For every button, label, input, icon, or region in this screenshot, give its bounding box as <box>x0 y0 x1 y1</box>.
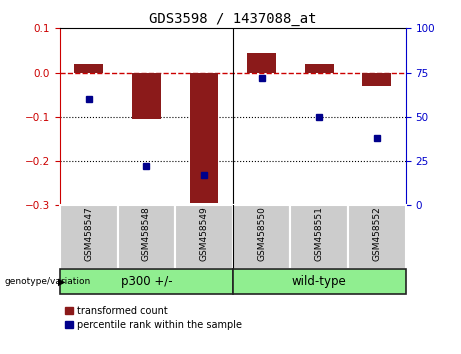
Title: GDS3598 / 1437088_at: GDS3598 / 1437088_at <box>149 12 317 26</box>
Text: GSM458552: GSM458552 <box>372 207 381 261</box>
Bar <box>118 205 175 269</box>
Legend: transformed count, percentile rank within the sample: transformed count, percentile rank withi… <box>65 306 242 330</box>
Bar <box>189 73 219 203</box>
Bar <box>362 73 391 86</box>
Text: GSM458547: GSM458547 <box>84 207 93 261</box>
Bar <box>305 64 334 73</box>
Bar <box>247 53 276 73</box>
Text: p300 +/-: p300 +/- <box>121 275 172 288</box>
Text: GSM458548: GSM458548 <box>142 207 151 261</box>
Bar <box>175 205 233 269</box>
Bar <box>60 269 233 294</box>
Text: genotype/variation: genotype/variation <box>5 277 91 286</box>
Text: ▶: ▶ <box>58 276 65 286</box>
Bar <box>233 205 290 269</box>
Bar <box>60 205 118 269</box>
Text: GSM458549: GSM458549 <box>200 207 208 261</box>
Bar <box>233 269 406 294</box>
Text: wild-type: wild-type <box>292 275 347 288</box>
Bar <box>290 205 348 269</box>
Bar <box>132 73 161 119</box>
Bar <box>348 205 406 269</box>
Text: GSM458550: GSM458550 <box>257 206 266 262</box>
Text: GSM458551: GSM458551 <box>315 206 324 262</box>
Bar <box>74 64 103 73</box>
